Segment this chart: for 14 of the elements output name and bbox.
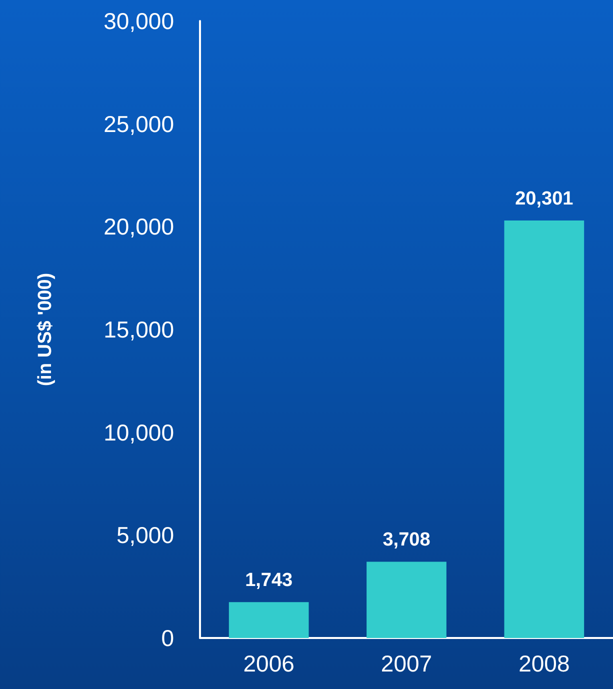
y-axis-title: (in US$ '000) — [35, 272, 56, 386]
data-label: 20,301 — [515, 188, 574, 210]
data-label: 3,708 — [382, 530, 430, 551]
y-tick-label: 15,000 — [104, 316, 174, 342]
y-tick-label: 25,000 — [104, 110, 174, 137]
x-tick-label: 2007 — [380, 650, 432, 676]
y-tick-label: 30,000 — [104, 8, 174, 34]
y-tick-label: 10,000 — [104, 419, 174, 446]
data-label: 1,743 — [245, 570, 293, 592]
x-tick-label: 2008 — [518, 650, 570, 676]
x-tick-label: 2006 — [243, 650, 294, 676]
y-tick-label: 5,000 — [116, 522, 174, 548]
y-tick-label: 0 — [161, 625, 174, 651]
y-tick-label: 20,000 — [104, 214, 174, 240]
